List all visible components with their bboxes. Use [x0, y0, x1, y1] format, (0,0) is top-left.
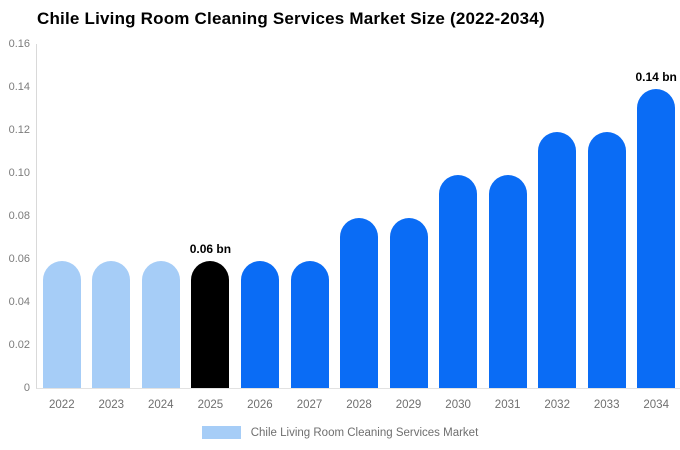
x-tick-2034: 2034	[643, 399, 669, 411]
bar-2022	[42, 261, 81, 388]
chart-title: Chile Living Room Cleaning Services Mark…	[37, 9, 545, 28]
y-tick-0.12: 0.12	[8, 124, 30, 136]
bar-2034	[637, 89, 676, 388]
x-tick-2022: 2022	[49, 399, 75, 411]
y-tick-0.10: 0.10	[8, 167, 30, 179]
bar-2023	[92, 261, 131, 388]
data-label-2025: 0.06 bn	[189, 242, 232, 256]
y-axis: 0 0.02 0.04 0.06 0.08 0.10 0.12 0.14 0.16	[0, 38, 30, 394]
x-tick-2033: 2033	[593, 399, 620, 411]
y-tick-0.06: 0.06	[8, 253, 30, 265]
x-tick-2023: 2023	[98, 399, 125, 411]
x-tick-2030: 2030	[445, 399, 471, 411]
x-tick-2029: 2029	[395, 399, 422, 411]
bar-2031	[488, 175, 527, 388]
y-tick-0.16: 0.16	[8, 38, 30, 50]
y-tick-0.02: 0.02	[8, 339, 30, 351]
bar-2028	[340, 218, 378, 388]
legend: Chile Living Room Cleaning Services Mark…	[0, 426, 680, 439]
x-tick-2031: 2031	[494, 399, 521, 411]
data-label-2034: 0.14 bn	[635, 70, 677, 84]
bar-2024	[141, 261, 180, 388]
x-tick-2024: 2024	[148, 399, 174, 411]
bar-2030	[439, 175, 478, 388]
bar-2025	[191, 261, 230, 388]
y-tick-0.04: 0.04	[8, 296, 30, 308]
x-tick-2025: 2025	[197, 399, 224, 411]
x-tick-2027: 2027	[296, 399, 323, 411]
x-tick-2028: 2028	[346, 399, 372, 411]
y-tick-0: 0	[23, 382, 30, 394]
bar-2029	[389, 218, 428, 388]
x-tick-2032: 2032	[544, 399, 570, 411]
bar-2032	[538, 132, 577, 388]
bar-2027	[290, 261, 329, 388]
x-tick-2026: 2026	[247, 399, 273, 411]
legend-swatch	[201, 426, 241, 439]
y-tick-0.14: 0.14	[8, 81, 30, 93]
bar-2026	[240, 261, 279, 388]
y-tick-0.08: 0.08	[8, 210, 30, 222]
plot-area: 2022 2023 2024 2025 2026 2027 2028 2029 2030 2031…	[36, 44, 680, 411]
bar-2033	[587, 132, 626, 388]
legend-label: Chile Living Room Cleaning Services Mark…	[250, 426, 479, 439]
